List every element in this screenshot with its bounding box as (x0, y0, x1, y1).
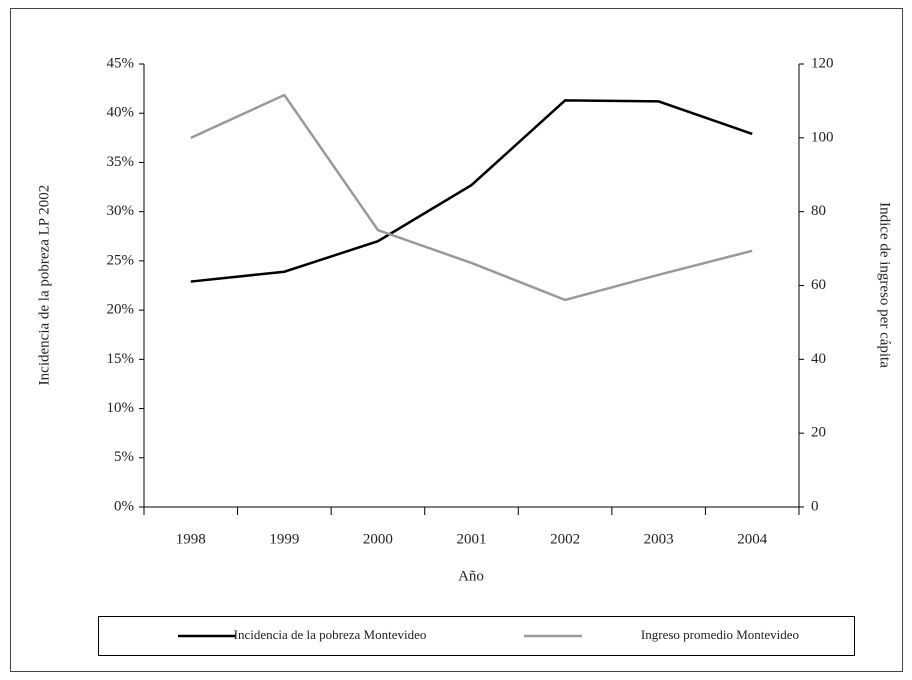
y-tick-label: 25% (107, 252, 135, 268)
y2-axis-label: Indice de ingreso per cápita (877, 202, 893, 368)
x-tick-label: 2001 (457, 531, 487, 547)
y-tick-label: 30% (107, 203, 135, 219)
series-line (190, 99, 753, 283)
y2-tick-label: 40 (811, 351, 826, 367)
y2-tick-label: 20 (811, 425, 826, 441)
series-line (190, 93, 753, 302)
x-tick-label: 2002 (550, 531, 580, 547)
legend-label: Incidencia de la pobreza Montevideo (234, 627, 427, 642)
x-tick-label: 2004 (737, 531, 768, 547)
x-tick-label: 1998 (176, 531, 206, 547)
y-tick-label: 15% (107, 351, 135, 367)
legend-label: Ingreso promedio Montevideo (641, 627, 799, 642)
y-tick-label: 0% (114, 498, 134, 514)
y2-tick-label: 100 (811, 129, 834, 145)
y-tick-label: 45% (107, 55, 135, 71)
x-tick-label: 2003 (644, 531, 674, 547)
legend-box (98, 616, 855, 656)
x-tick-label: 1999 (269, 531, 299, 547)
x-tick-label: 2000 (363, 531, 393, 547)
y-tick-label: 10% (107, 400, 135, 416)
y-tick-label: 40% (107, 105, 135, 121)
y2-tick-label: 60 (811, 277, 826, 293)
y2-tick-label: 0 (811, 498, 819, 514)
y-tick-label: 5% (114, 449, 134, 465)
x-axis-label: Año (458, 568, 484, 584)
y2-tick-label: 120 (811, 55, 834, 71)
y-axis-label: Incidencia de la pobreza LP 2002 (36, 185, 52, 386)
frame (10, 8, 903, 672)
y-tick-label: 20% (107, 302, 135, 318)
y-tick-label: 35% (107, 154, 135, 170)
y2-tick-label: 80 (811, 203, 826, 219)
